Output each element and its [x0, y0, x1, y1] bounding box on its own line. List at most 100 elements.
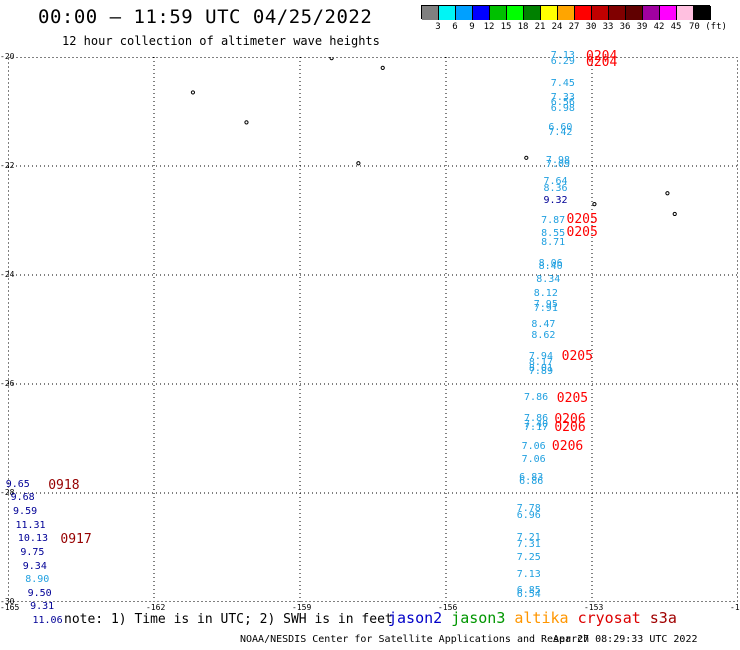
color-scale-label: 42 [653, 22, 665, 32]
color-scale-label: 3 [435, 22, 441, 32]
wave-height-value: 6.85 [516, 585, 541, 597]
color-scale-label: 45 [670, 22, 682, 32]
wave-height-value: 7.21 [516, 531, 541, 543]
units-note: note: 1) Time is in UTC; 2) SWH is in fe… [64, 612, 393, 627]
color-scale-cell [558, 6, 575, 20]
wave-height-value: 8.06 [538, 258, 563, 270]
color-scale-cell [439, 6, 456, 20]
wave-height-value: 9.65 [5, 478, 30, 490]
legend-entry-jason3: jason3 [451, 609, 506, 627]
wave-height-value: 9.59 [13, 506, 38, 518]
island-marker [329, 57, 334, 61]
pass-time-label: 0204 [586, 48, 618, 64]
lon-tick-label: -150 [730, 603, 740, 612]
wave-height-value: 8.62 [531, 330, 556, 342]
island-marker [665, 191, 670, 196]
pass-time-label: 0206 [554, 411, 586, 427]
map-canvas [8, 57, 738, 602]
wave-height-value: 7.09 [545, 158, 571, 170]
lat-tick-label: -20 [0, 52, 15, 61]
wave-height-value: 8.47 [531, 319, 556, 331]
wave-height-value: 11.06 [32, 615, 63, 627]
credit-text: NOAA/NESDIS Center for Satellite Applica… [240, 634, 590, 645]
lon-tick-label: -156 [438, 603, 458, 612]
wave-height-value: 9.50 [27, 587, 52, 599]
wave-height-value: 7.33 [550, 91, 575, 103]
legend-entry-s3a: s3a [649, 609, 677, 627]
legend-entry-cryosat: cryosat [577, 609, 641, 627]
legend-entry-altika: altika [514, 609, 569, 627]
pass-time-label: 0205 [566, 212, 598, 228]
wave-height-value: 6.56 [550, 97, 575, 109]
wave-height-value: 8.40 [538, 260, 563, 272]
wave-height-value: 7.86 [524, 413, 549, 425]
color-scale-label: 30 [585, 22, 597, 32]
lon-tick-label: -162 [146, 603, 166, 612]
color-scale-cell [507, 6, 524, 20]
color-scale-cell [490, 6, 507, 20]
wave-height-value: 8.17 [528, 357, 553, 369]
color-scale-label: 15 [500, 22, 512, 32]
lon-tick-label: -153 [584, 603, 604, 612]
color-scale-label: 39 [636, 22, 648, 32]
color-scale-label: 27 [568, 22, 580, 32]
island-marker [524, 155, 529, 160]
wave-height-value: 8.12 [533, 288, 558, 300]
wave-height-value: 8.55 [541, 228, 566, 240]
wave-height-value: 8.36 [543, 182, 568, 194]
pass-time-label: 0204 [586, 55, 618, 71]
color-scale-label: 9 [469, 22, 475, 32]
color-scale-cell [575, 6, 592, 20]
island-marker [592, 202, 597, 207]
color-scale-cell [694, 6, 711, 20]
lat-tick-label: -22 [0, 161, 15, 170]
pass-time-label: 0205 [556, 390, 589, 406]
pass-time-label: 0206 [551, 438, 584, 454]
color-scale-label: 24 [551, 22, 563, 32]
color-scale-cell [524, 6, 541, 20]
wave-height-value: 6.83 [519, 471, 544, 483]
wave-height-value: 7.95 [533, 298, 558, 310]
lat-tick-label: -24 [0, 270, 15, 279]
island-marker [190, 90, 196, 95]
wave-height-value: 7.06 [521, 440, 546, 452]
wave-height-value: 7.17 [524, 421, 549, 433]
lat-tick-label: -28 [0, 488, 15, 497]
wave-height-value: 7.06 [521, 454, 546, 466]
color-scale-cell [456, 6, 473, 20]
wave-height-value: 8.34 [536, 274, 561, 286]
lon-tick-label: -165 [0, 603, 20, 612]
color-scale-cell [677, 6, 694, 20]
color-scale-cell [660, 6, 677, 20]
wave-height-value: 8.01 [528, 362, 553, 374]
wave-height-value: 7.25 [516, 552, 541, 564]
color-scale-label: 6 [452, 22, 458, 32]
island-marker [672, 211, 677, 217]
lat-tick-label: -30 [0, 597, 15, 606]
color-scale-cell [609, 6, 626, 20]
wave-height-value: 7.64 [543, 176, 568, 188]
color-scale-cell [473, 6, 490, 20]
wave-height-value: 9.68 [10, 492, 35, 504]
generated-timestamp: Apr 27 08:29:33 UTC 2022 [553, 634, 698, 645]
map-border [8, 57, 738, 602]
wave-height-value: 9.75 [20, 546, 45, 558]
color-scale-cell [592, 6, 609, 20]
pass-time-label: 0205 [566, 225, 598, 241]
wave-height-value: 7.78 [516, 503, 541, 515]
color-scale-label: 21 [534, 22, 546, 32]
island-marker [380, 65, 385, 70]
pass-time-label: 0917 [60, 532, 92, 548]
island-marker [244, 120, 249, 125]
color-scale-label: 18 [517, 22, 529, 32]
wave-height-value: 7.86 [524, 391, 549, 403]
wave-height-value: 9.34 [22, 560, 47, 572]
color-scale-label: 12 [483, 22, 495, 32]
pass-time-label: 0206 [554, 420, 586, 436]
color-scale-cell [422, 6, 439, 20]
satellite-legend: jason2 jason3 altika cryosat s3a [388, 609, 686, 627]
wave-height-value: 7.89 [528, 366, 553, 377]
wave-height-value: 8.71 [541, 237, 566, 249]
wave-height-value: 6.29 [550, 56, 575, 68]
wave-height-value: 6.96 [516, 509, 541, 521]
